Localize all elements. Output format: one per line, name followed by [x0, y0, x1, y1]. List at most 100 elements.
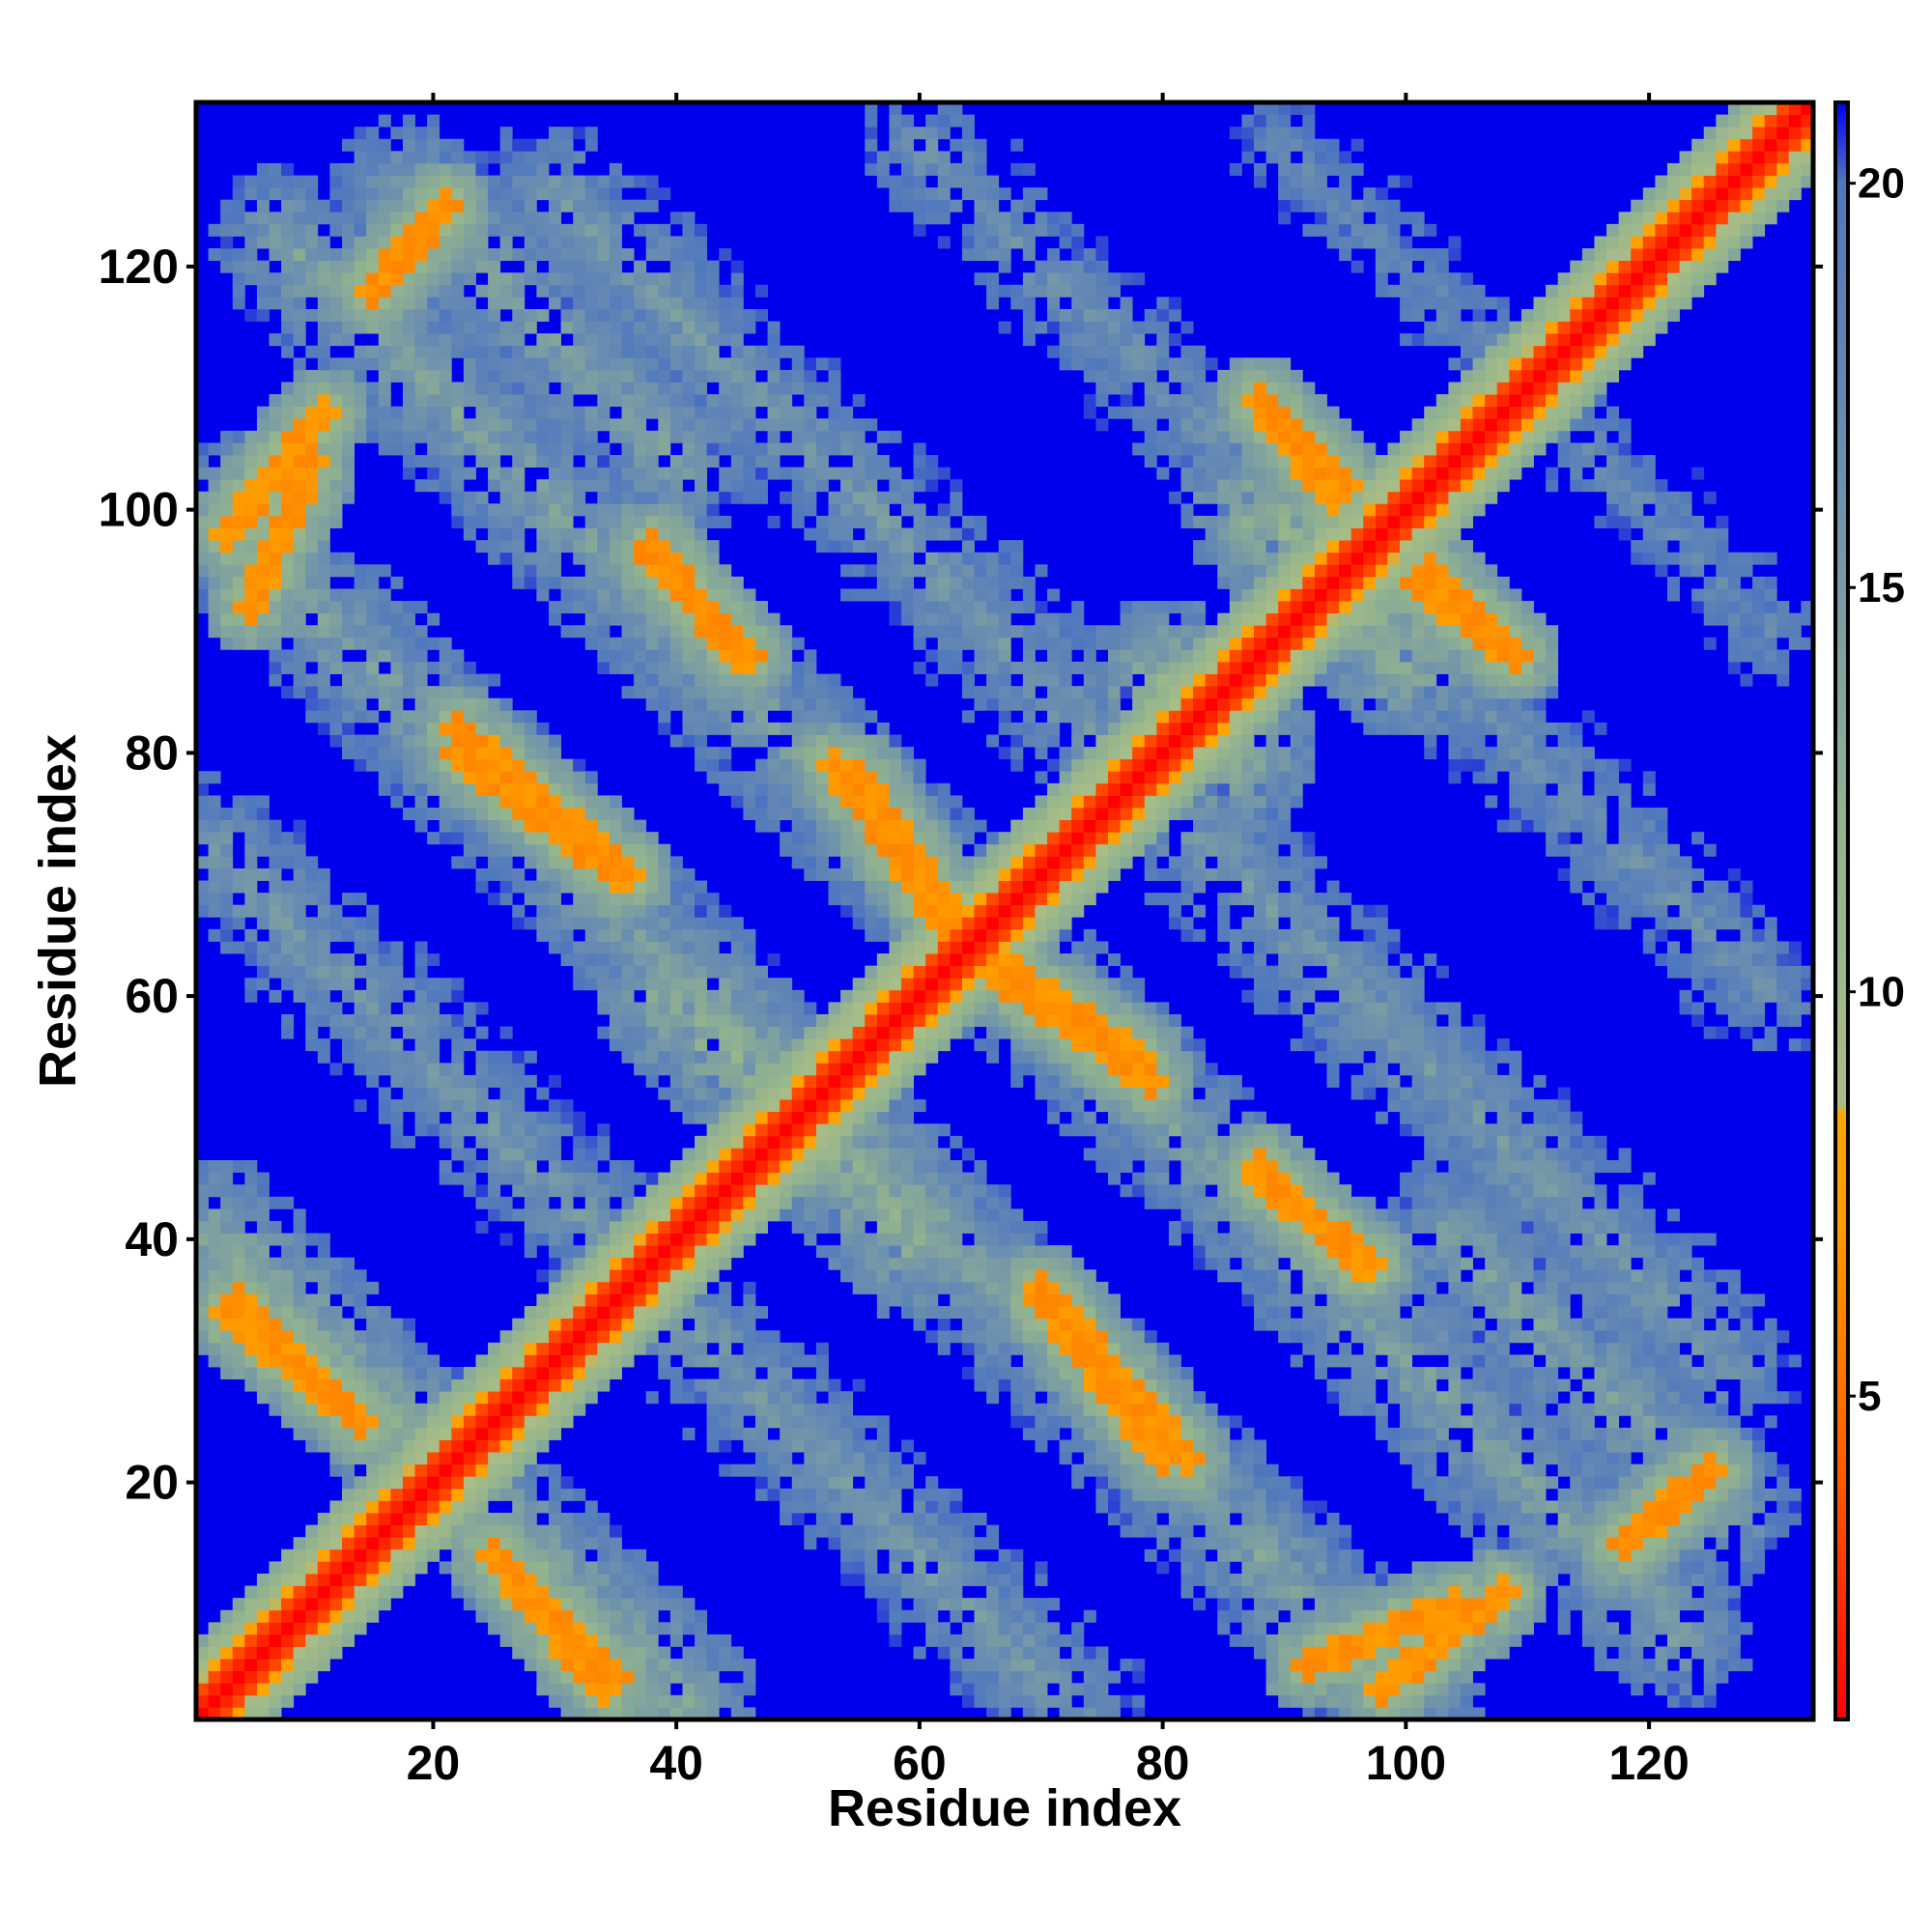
heatmap-cell [584, 880, 598, 894]
heatmap-cell [804, 442, 817, 456]
heatmap-cell [634, 1330, 647, 1344]
heatmap-cell [560, 1659, 574, 1672]
heatmap-cell [889, 1172, 902, 1185]
heatmap-cell [828, 491, 841, 504]
heatmap-cell [269, 212, 282, 225]
heatmap-cell [488, 406, 501, 419]
heatmap-cell [378, 564, 391, 578]
heatmap-cell [828, 795, 841, 809]
heatmap-cell [865, 455, 878, 468]
heatmap-cell [560, 1220, 574, 1234]
heatmap-cell [208, 771, 221, 784]
heatmap-cell [937, 1184, 951, 1198]
heatmap-cell [366, 1403, 380, 1416]
heatmap-cell [499, 151, 513, 164]
heatmap-cell [414, 357, 428, 371]
heatmap-cell [730, 978, 744, 991]
heatmap-cell [791, 1220, 805, 1234]
heatmap-cell [560, 904, 574, 918]
heatmap-cell [549, 1403, 561, 1416]
heatmap-cell [378, 965, 391, 979]
heatmap-cell [390, 747, 404, 760]
heatmap-cell [488, 1427, 501, 1440]
heatmap-cell [889, 1013, 902, 1027]
heatmap-cell [682, 308, 696, 322]
heatmap-cell [669, 1318, 683, 1331]
heatmap-cell [414, 965, 428, 979]
heatmap-cell [621, 612, 635, 626]
heatmap-cell [439, 491, 452, 504]
heatmap-cell [244, 527, 258, 541]
heatmap-cell [901, 1585, 915, 1599]
heatmap-cell [354, 661, 367, 674]
heatmap-cell [925, 212, 939, 225]
heatmap-cell [439, 1476, 452, 1490]
heatmap-cell [256, 867, 270, 881]
heatmap-cell [305, 1330, 319, 1344]
heatmap-cell [658, 223, 671, 237]
heatmap-cell [293, 430, 306, 443]
heatmap-cell [669, 236, 683, 249]
heatmap-cell [840, 1233, 854, 1246]
heatmap-cell [913, 1548, 926, 1562]
heatmap-cell [634, 1026, 647, 1039]
heatmap-cell [669, 1694, 683, 1708]
heatmap-cell [937, 1013, 951, 1027]
heatmap-cell [815, 1524, 829, 1538]
heatmap-cell [840, 1427, 854, 1440]
heatmap-cell [682, 1378, 696, 1392]
heatmap-cell [366, 1074, 380, 1088]
heatmap-cell [889, 832, 902, 845]
heatmap-cell [573, 308, 586, 322]
heatmap-cell [414, 722, 428, 735]
heatmap-cell [937, 1318, 951, 1331]
heatmap-cell [937, 503, 951, 517]
heatmap-cell [815, 1026, 829, 1039]
heatmap-cell [609, 199, 622, 213]
heatmap-cell [780, 771, 793, 784]
heatmap-cell [524, 880, 537, 894]
heatmap-cell [342, 223, 355, 237]
heatmap-cell [342, 1342, 355, 1355]
heatmap-cell [584, 515, 598, 528]
heatmap-cell [560, 1598, 574, 1611]
heatmap-cell [488, 199, 501, 213]
heatmap-cell [682, 212, 696, 225]
heatmap-cell [804, 710, 817, 724]
heatmap-cell [463, 1378, 476, 1392]
heatmap-cell [366, 127, 380, 140]
heatmap-cell [305, 1026, 319, 1039]
heatmap-cell [451, 1548, 465, 1562]
heatmap-cell [390, 345, 404, 358]
heatmap-cell [293, 187, 306, 201]
heatmap-cell [754, 795, 768, 809]
heatmap-cell [499, 843, 513, 857]
heatmap-cell [804, 1391, 817, 1405]
heatmap-cell [414, 455, 428, 468]
heatmap-cell [354, 612, 367, 626]
heatmap-cell [901, 1038, 915, 1052]
heatmap-cell [317, 1439, 330, 1453]
heatmap-cell [950, 1281, 963, 1294]
heatmap-cell [840, 1500, 854, 1514]
heatmap-cell [609, 795, 622, 809]
heatmap-cell [402, 248, 415, 262]
heatmap-cell [463, 1524, 476, 1538]
heatmap-cell [925, 1500, 939, 1514]
heatmap-cell [584, 819, 598, 833]
heatmap-cell [463, 1111, 476, 1124]
heatmap-cell [925, 588, 939, 602]
heatmap-cell [427, 1488, 440, 1501]
heatmap-cell [913, 917, 926, 930]
heatmap-cell [706, 1196, 720, 1209]
heatmap-cell [658, 1585, 671, 1599]
heatmap-cell [573, 1330, 586, 1344]
heatmap-cell [730, 1707, 744, 1720]
heatmap-cell [305, 1038, 319, 1052]
heatmap-cell [560, 138, 574, 152]
heatmap-cell [463, 1561, 476, 1575]
heatmap-cell [378, 747, 391, 760]
heatmap-cell [901, 747, 915, 760]
heatmap-cell [366, 588, 380, 602]
heatmap-cell [220, 1683, 234, 1696]
